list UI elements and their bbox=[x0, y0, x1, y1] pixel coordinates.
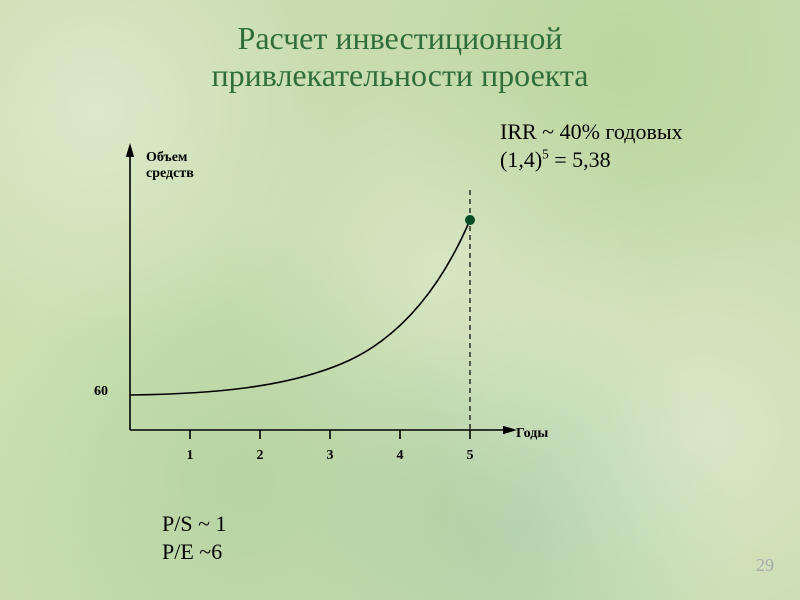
svg-text:5: 5 bbox=[467, 448, 474, 463]
svg-text:2: 2 bbox=[257, 448, 264, 463]
svg-text:4: 4 bbox=[397, 448, 404, 463]
irr-suffix: = 5,38 bbox=[549, 147, 611, 172]
svg-text:3: 3 bbox=[327, 448, 334, 463]
svg-text:средств: средств bbox=[146, 166, 194, 181]
svg-text:1: 1 bbox=[187, 448, 194, 463]
investment-chart: 1 2 3 4 5 60 Объемсредств Годы bbox=[90, 130, 550, 490]
slide-title-line1: Расчет инвестиционной bbox=[0, 20, 800, 57]
ratios-annotation: P/S ~ 1 P/E ~6 bbox=[162, 510, 227, 565]
svg-text:Годы: Годы bbox=[516, 426, 548, 441]
svg-text:Объем: Объем bbox=[146, 150, 188, 165]
slide-number: 29 bbox=[756, 555, 774, 576]
pe-line: P/E ~6 bbox=[162, 538, 227, 566]
ps-line: P/S ~ 1 bbox=[162, 510, 227, 538]
svg-text:60: 60 bbox=[94, 384, 108, 399]
slide-title-line2: привлекательности проекта bbox=[0, 57, 800, 94]
slide-title: Расчет инвестиционной привлекательности … bbox=[0, 20, 800, 94]
